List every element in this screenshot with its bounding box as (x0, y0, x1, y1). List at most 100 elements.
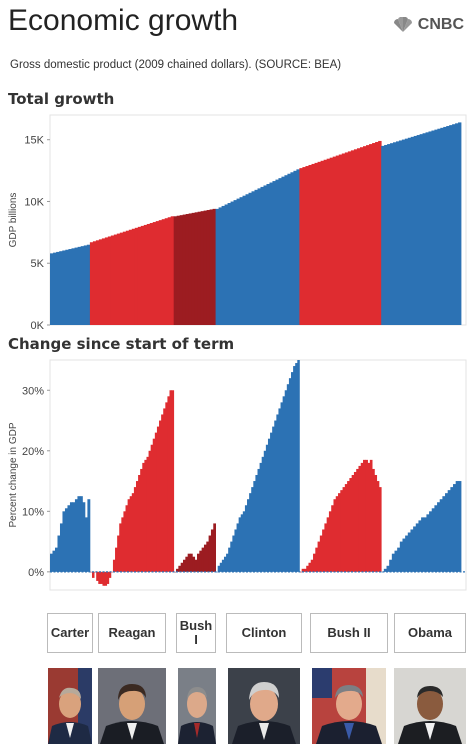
bar-clinton-18 (253, 481, 256, 572)
bar-bush-i-9 (200, 211, 205, 325)
y-tick-label: 15K (24, 135, 44, 147)
carter-portrait (48, 668, 92, 744)
bar-bush-ii-2 (305, 166, 309, 325)
bar-reagan-1 (92, 571, 95, 578)
bar-bush-ii-18 (353, 149, 358, 325)
bar-clinton-15 (260, 186, 264, 325)
bar-bush-ii-14 (341, 153, 346, 325)
bar-bush-ii-26 (378, 140, 382, 325)
bar-clinton-34 (286, 384, 290, 572)
bar-obama-3 (390, 143, 394, 325)
bar-reagan-39 (171, 390, 175, 572)
bar-obama-12 (413, 526, 417, 572)
bar-carter-15 (87, 499, 91, 572)
bar-obama-26 (458, 122, 462, 325)
bush-ii-button[interactable]: Bush II (310, 613, 388, 653)
bar-obama-14 (418, 520, 422, 572)
bar-bush-i-11 (199, 550, 203, 572)
bar-bush-i-8 (197, 211, 202, 325)
bar-bush-ii-17 (350, 150, 355, 325)
bar-clinton-22 (281, 176, 285, 325)
bar-bush-ii-4 (308, 562, 312, 572)
bar-clinton-6 (233, 200, 237, 325)
bar-clinton-27 (272, 426, 275, 572)
bush-i-portrait (178, 668, 216, 744)
bar-clinton-8 (232, 535, 235, 572)
bar-carter-11 (83, 245, 88, 325)
bar-bush-ii-12 (335, 155, 340, 325)
bar-carter-12 (86, 244, 91, 325)
bar-obama-6 (397, 547, 401, 572)
bar-bush-i-5 (188, 213, 193, 325)
bar-clinton-21 (259, 462, 263, 572)
bar-reagan-28 (148, 450, 152, 572)
bar-obama-17 (431, 130, 435, 325)
bar-reagan-23 (158, 220, 163, 325)
bar-clinton-31 (280, 402, 284, 572)
bar-clinton-13 (254, 189, 258, 325)
bar-bush-i-3 (180, 562, 184, 572)
bar-clinton-1 (218, 207, 222, 325)
bar-bush-i-11 (206, 210, 211, 325)
bar-bush-ii-33 (374, 475, 378, 572)
bar-obama-8 (402, 538, 406, 572)
bar-reagan-14 (131, 228, 136, 325)
bar-bush-ii-3 (306, 565, 309, 572)
bar-reagan-12 (125, 230, 130, 325)
bar-obama-17 (426, 514, 430, 572)
bush-i-button[interactable]: Bush I (176, 613, 216, 653)
bar-obama-0 (381, 145, 385, 325)
bar-bush-i-1 (176, 215, 181, 325)
bar-bush-i-6 (191, 212, 196, 325)
bar-bush-ii-11 (324, 523, 328, 572)
bar-clinton-38 (295, 363, 298, 572)
bar-bush-ii-1 (301, 568, 305, 572)
bar-reagan-8 (106, 571, 110, 584)
bar-clinton-12 (251, 191, 255, 325)
bar-reagan-12 (115, 547, 118, 572)
bar-reagan-7 (104, 571, 108, 586)
bar-clinton-27 (296, 169, 300, 325)
bar-clinton-17 (266, 183, 270, 325)
bar-carter-5 (65, 249, 69, 325)
bar-clinton-37 (293, 366, 296, 572)
bar-reagan-13 (117, 535, 120, 572)
bar-obama-25 (447, 490, 451, 572)
bar-obama-24 (445, 493, 449, 572)
bar-obama-8 (404, 138, 409, 325)
bar-carter-4 (59, 523, 63, 572)
bar-reagan-24 (140, 468, 143, 572)
bar-clinton-2 (219, 562, 223, 572)
bar-bush-ii-22 (349, 478, 353, 572)
reagan-button[interactable]: Reagan (98, 613, 166, 653)
clinton-button[interactable]: Clinton (226, 613, 302, 653)
bar-reagan-5 (104, 237, 109, 325)
bar-obama-10 (410, 136, 415, 325)
bar-obama-4 (393, 142, 397, 325)
bar-obama-6 (398, 140, 403, 325)
bar-bush-ii-26 (358, 465, 362, 572)
bar-bush-ii-6 (317, 161, 321, 325)
bar-bush-ii-19 (356, 148, 361, 325)
bar-reagan-25 (164, 218, 169, 325)
obama-button[interactable]: Obama (394, 613, 466, 653)
bar-reagan-19 (146, 223, 151, 325)
bar-carter-3 (57, 535, 61, 572)
carter-button[interactable]: Carter (47, 613, 93, 653)
bar-obama-15 (421, 517, 425, 572)
bar-bush-ii-0 (299, 571, 303, 573)
bar-reagan-20 (131, 493, 135, 572)
bar-bush-ii-24 (372, 143, 376, 325)
bar-clinton-30 (278, 408, 281, 572)
bar-reagan-15 (121, 517, 124, 572)
bar-reagan-10 (119, 232, 124, 325)
bar-carter-7 (67, 505, 71, 572)
bar-clinton-26 (293, 170, 297, 325)
bar-clinton-33 (284, 390, 288, 572)
bar-bush-i-0 (173, 571, 177, 573)
bar-reagan-0 (89, 242, 94, 325)
bar-carter-0 (50, 253, 54, 325)
bar-carter-9 (72, 502, 76, 572)
bar-bush-ii-21 (363, 146, 367, 325)
bar-bush-ii-34 (376, 481, 380, 572)
